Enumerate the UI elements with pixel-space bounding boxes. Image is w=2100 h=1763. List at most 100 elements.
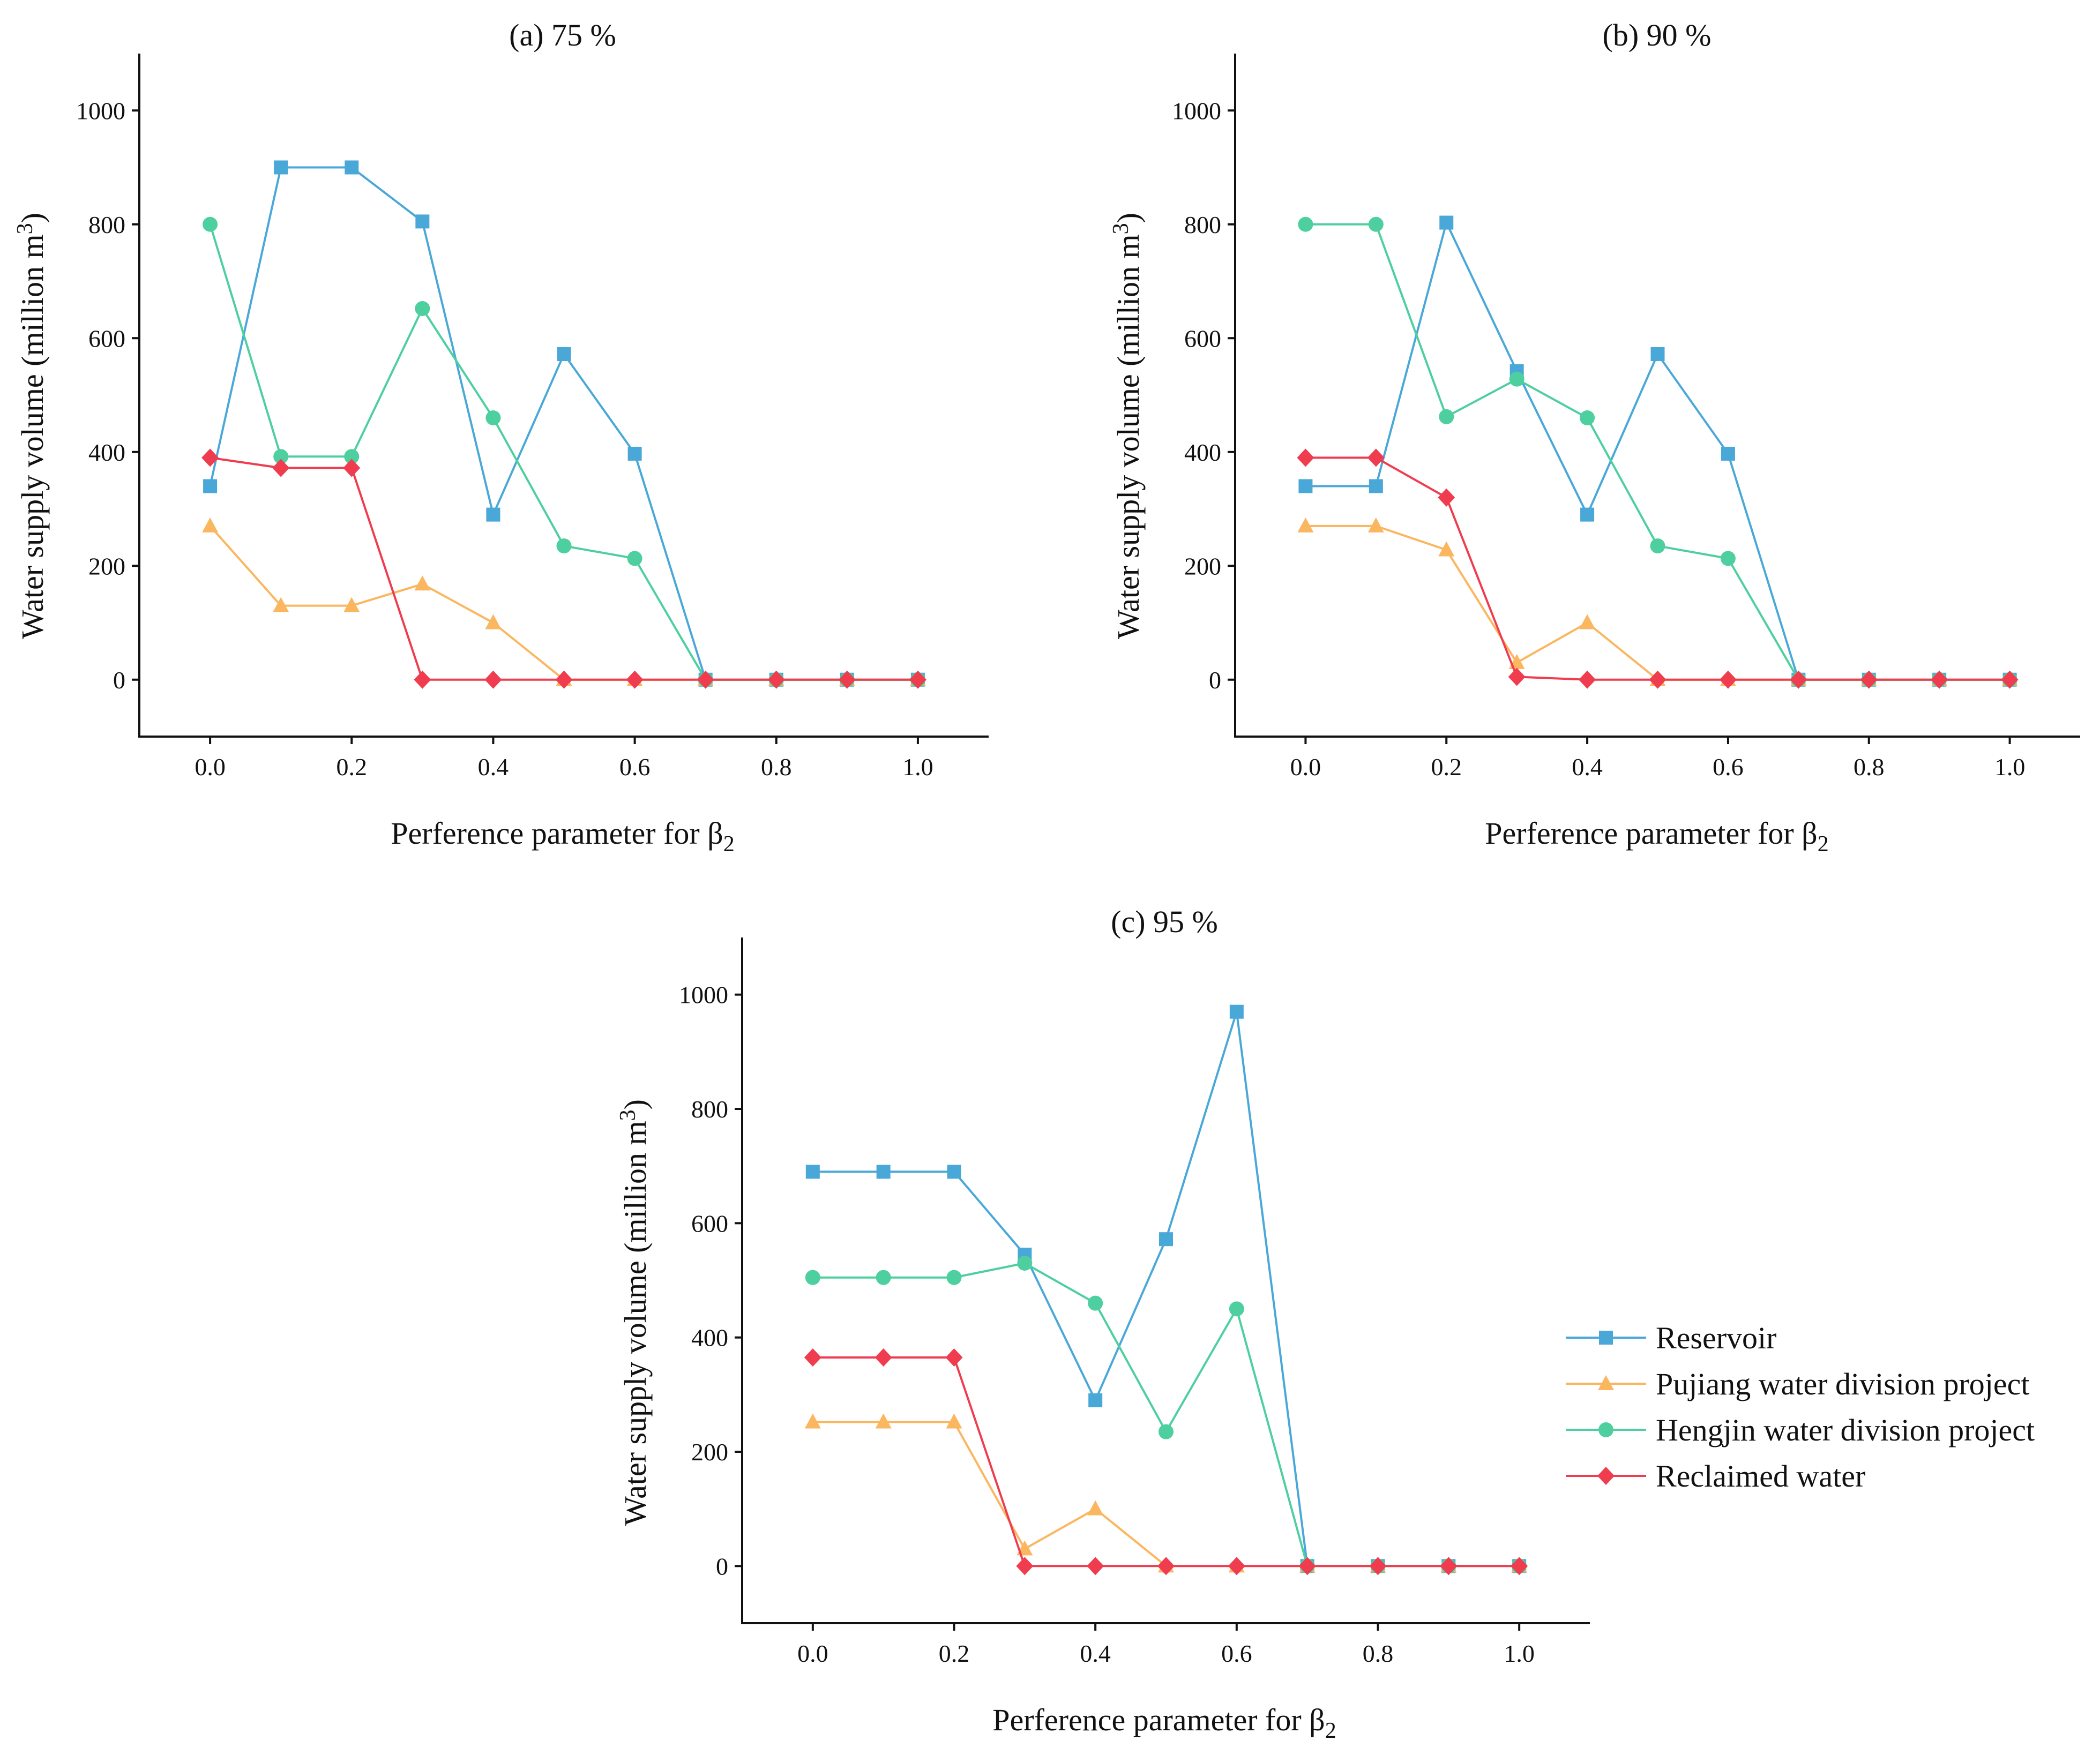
x-tick-label: 0.6 <box>1221 1640 1252 1667</box>
series-line-reclaimed-water <box>210 456 918 681</box>
data-point <box>1229 1004 1244 1019</box>
data-point <box>1650 347 1665 361</box>
data-point <box>875 1413 892 1429</box>
y-tick-label: 600 <box>1184 325 1221 352</box>
data-point <box>203 479 218 493</box>
x-tick-label: 1.0 <box>1994 753 2026 781</box>
data-point <box>1720 551 1736 566</box>
data-point <box>343 459 361 477</box>
y-tick-label: 200 <box>691 1438 728 1466</box>
data-point <box>414 575 431 591</box>
data-point <box>627 551 642 566</box>
data-point <box>804 1348 821 1367</box>
data-point <box>1721 446 1735 461</box>
series-line-reclaimed-water <box>812 1356 1520 1567</box>
series-layer <box>804 1004 1528 1576</box>
data-point <box>1580 410 1595 425</box>
x-tick-label: 0.6 <box>1713 753 1744 781</box>
x-tick-label: 1.0 <box>902 753 933 781</box>
y-tick-label: 200 <box>88 552 125 580</box>
x-tick-label: 0.6 <box>619 753 651 781</box>
legend-marker <box>1598 1422 1613 1437</box>
data-point <box>627 446 642 461</box>
series-layer <box>201 160 926 689</box>
data-point <box>1297 517 1314 532</box>
data-point <box>344 449 360 464</box>
data-point <box>838 670 856 689</box>
data-point <box>1719 670 1737 689</box>
data-point <box>909 670 926 689</box>
data-point <box>273 449 289 464</box>
data-point <box>946 1270 962 1285</box>
series-line-pujiang-water-division-project <box>812 1421 1520 1567</box>
legend-label: Reclaimed water <box>1656 1459 1865 1494</box>
data-point <box>1438 488 1455 507</box>
x-tick-label: 0.8 <box>761 753 792 781</box>
panel-a: (a) 75 % 0 200 400 600 800 1000 0.0 0.2 0.4 0.6 0.… <box>13 18 989 857</box>
data-point <box>1159 1424 1174 1439</box>
data-point <box>1087 1500 1104 1516</box>
data-point <box>875 1348 892 1367</box>
data-point <box>1860 670 1878 689</box>
data-point <box>486 507 500 522</box>
data-point <box>1369 479 1383 493</box>
x-tick-label: 0.2 <box>337 753 368 781</box>
data-point <box>767 670 785 689</box>
y-tick-label: 800 <box>88 211 125 238</box>
data-point <box>945 1348 963 1367</box>
y-axis-label: Water supply volume (million m3) <box>1109 213 1146 639</box>
x-tick-label: 0.2 <box>939 1640 970 1667</box>
data-point <box>1509 371 1524 387</box>
data-point <box>1650 538 1665 554</box>
series-line-reclaimed-water <box>1305 456 2010 681</box>
x-tick-label: 0.0 <box>1290 753 1321 781</box>
y-tick-label: 400 <box>88 439 125 466</box>
series-line-reservoir <box>209 166 918 681</box>
data-point <box>1931 670 1948 689</box>
y-tick-label: 400 <box>1184 439 1221 466</box>
data-point <box>1511 1557 1528 1576</box>
legend-marker <box>1599 1331 1613 1345</box>
data-point <box>876 1270 891 1285</box>
data-point <box>805 1165 820 1179</box>
legend-label: Reservoir <box>1656 1321 1777 1355</box>
ticks: 0 200 400 600 800 1000 0.0 0.2 0.4 0.6 0.8 1.0 <box>76 97 933 781</box>
series-line-reservoir <box>812 1011 1520 1567</box>
data-point <box>557 347 571 361</box>
data-point <box>1579 670 1596 689</box>
data-point <box>485 410 501 425</box>
data-point <box>876 1165 891 1179</box>
data-point <box>1159 1232 1173 1247</box>
y-tick-label: 800 <box>1184 211 1221 238</box>
y-tick-label: 400 <box>691 1324 728 1352</box>
x-tick-label: 0.0 <box>797 1640 828 1667</box>
legend-marker <box>1598 1375 1614 1390</box>
ticks: 0 200 400 600 800 1000 0.0 0.2 0.4 0.6 0.8 1.0 <box>679 981 1535 1667</box>
ticks: 0 200 400 600 800 1000 0.0 0.2 0.4 0.6 0.8 1.0 <box>1172 97 2025 781</box>
x-tick-label: 0.2 <box>1431 753 1462 781</box>
data-point <box>1649 670 1666 689</box>
x-axis-label: Perference parameter for β2 <box>1485 816 1828 857</box>
data-point <box>203 216 218 232</box>
data-point <box>1088 1295 1103 1311</box>
x-axis-label: Perference parameter for β2 <box>391 816 734 857</box>
data-point <box>1228 1557 1245 1576</box>
y-tick-label: 0 <box>716 1552 728 1580</box>
legend-label: Hengjin water division project <box>1656 1413 2035 1447</box>
y-tick-label: 1000 <box>679 981 728 1009</box>
y-tick-label: 600 <box>88 325 125 352</box>
x-tick-label: 0.0 <box>195 753 226 781</box>
axes-frame <box>1234 54 2080 738</box>
panel-title: (c) 95 % <box>1111 904 1218 939</box>
data-point <box>484 670 502 689</box>
data-point <box>415 214 430 229</box>
data-point <box>1790 670 1807 689</box>
data-point <box>273 597 289 612</box>
legend-marker <box>1597 1467 1615 1485</box>
axes-frame <box>138 54 989 738</box>
y-tick-label: 0 <box>1209 666 1221 694</box>
data-point <box>555 670 573 689</box>
data-point <box>201 448 219 467</box>
panel-title: (a) 75 % <box>509 18 616 52</box>
